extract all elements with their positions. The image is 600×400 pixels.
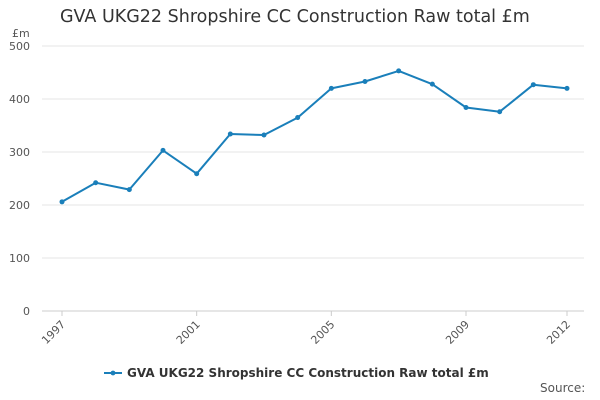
y-tick-label: 500 [9,40,30,53]
y-tick-label: 100 [9,252,30,265]
x-tick-label: 2012 [544,318,573,347]
y-tick-label: 400 [9,93,30,106]
y-tick-label: 300 [9,146,30,159]
chart-title: GVA UKG22 Shropshire CC Construction Raw… [60,7,530,27]
legend-label: GVA UKG22 Shropshire CC Construction Raw… [127,366,489,380]
data-point [126,187,132,193]
y-axis-unit-label: £m [12,27,30,40]
data-point [564,85,570,91]
data-point [261,132,267,138]
data-point [463,104,469,110]
data-point [328,85,334,91]
data-point [429,81,435,87]
data-point [160,147,166,153]
data-point [295,115,301,121]
source-label: Source: [540,381,586,395]
data-point [93,180,99,186]
x-tick-label: 2009 [443,318,472,347]
data-point [59,199,65,205]
legend[interactable]: GVA UKG22 Shropshire CC Construction Raw… [104,364,489,382]
data-point [497,109,503,115]
y-tick-label: 200 [9,199,30,212]
series-line [61,69,568,203]
x-tick-label: 2001 [174,318,203,347]
y-tick-label: 0 [23,305,30,318]
data-point [396,68,402,74]
x-tick-label: 2005 [308,318,337,347]
data-point [194,171,200,177]
legend-line-marker-icon [104,370,122,376]
data-point [362,79,368,85]
data-point [530,82,536,88]
data-point [227,131,233,137]
x-tick-label: 1997 [39,318,68,347]
